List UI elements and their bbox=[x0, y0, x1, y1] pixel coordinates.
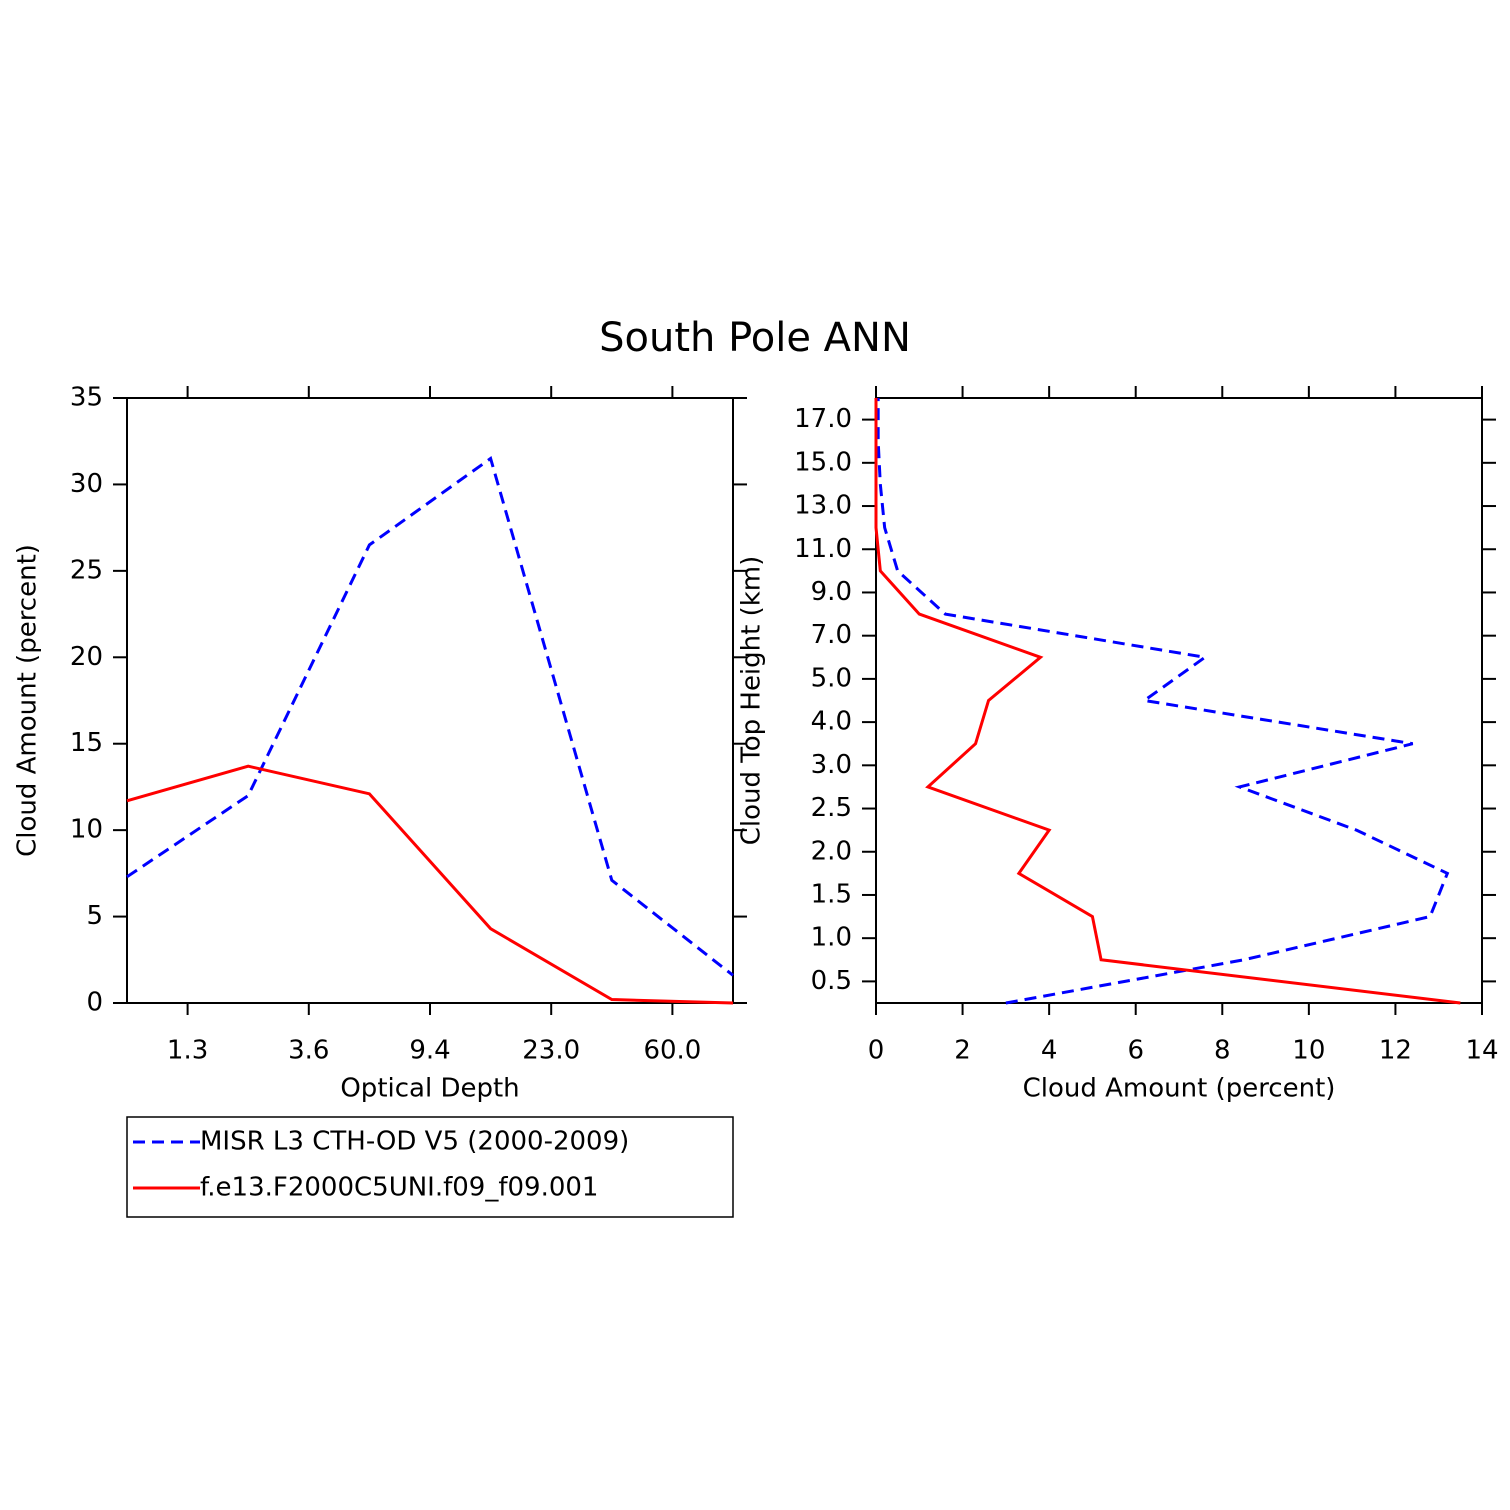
y-tick-label: 30 bbox=[70, 469, 103, 499]
x-tick-label: 60.0 bbox=[643, 1036, 701, 1066]
x-tick-label: 10 bbox=[1292, 1036, 1325, 1066]
x-tick-label: 4 bbox=[1041, 1036, 1058, 1066]
x-tick-label: 14 bbox=[1465, 1036, 1498, 1066]
series-line bbox=[876, 398, 1450, 1005]
x-axis-label: Cloud Amount (percent) bbox=[1023, 1074, 1336, 1104]
series-line bbox=[874, 398, 1461, 1005]
legend-label: MISR L3 CTH-OD V5 (2000-2009) bbox=[200, 1127, 629, 1157]
y-tick-label: 1.5 bbox=[811, 879, 852, 909]
legend-box bbox=[126, 1116, 734, 1218]
y-tick-label: 9.0 bbox=[811, 577, 852, 607]
y-tick-label: 13.0 bbox=[794, 491, 852, 521]
chart-title: South Pole ANN bbox=[599, 315, 911, 361]
y-tick-label: 7.0 bbox=[811, 620, 852, 650]
plot-frame bbox=[126, 397, 734, 1004]
x-tick-label: 2 bbox=[954, 1036, 971, 1066]
y-tick-label: 10 bbox=[70, 815, 103, 845]
series-line bbox=[126, 764, 734, 1005]
y-tick-label: 11.0 bbox=[794, 534, 852, 564]
x-tick-label: 6 bbox=[1127, 1036, 1144, 1066]
y-tick-label: 2.5 bbox=[811, 793, 852, 823]
y-tick-label: 35 bbox=[70, 383, 103, 413]
plot-frame bbox=[875, 397, 1483, 1004]
y-axis-label: Cloud Top Height (km) bbox=[737, 556, 767, 846]
x-tick-label: 23.0 bbox=[522, 1036, 580, 1066]
x-tick-label: 3.6 bbox=[288, 1036, 329, 1066]
x-tick-label: 0 bbox=[868, 1036, 885, 1066]
y-tick-label: 3.0 bbox=[811, 750, 852, 780]
y-tick-label: 25 bbox=[70, 555, 103, 585]
x-tick-label: 9.4 bbox=[409, 1036, 450, 1066]
x-tick-label: 8 bbox=[1214, 1036, 1231, 1066]
y-tick-label: 17.0 bbox=[794, 404, 852, 434]
y-tick-label: 2.0 bbox=[811, 836, 852, 866]
y-tick-label: 15.0 bbox=[794, 447, 852, 477]
y-tick-label: 5 bbox=[86, 901, 103, 931]
x-tick-label: 12 bbox=[1379, 1036, 1412, 1066]
y-tick-label: 4.0 bbox=[811, 707, 852, 737]
y-tick-label: 20 bbox=[70, 642, 103, 672]
legend-label: f.e13.F2000C5UNI.f09_f09.001 bbox=[200, 1173, 598, 1203]
y-tick-label: 5.0 bbox=[811, 663, 852, 693]
y-tick-label: 0.5 bbox=[811, 966, 852, 996]
y-axis-label: Cloud Amount (percent) bbox=[13, 544, 43, 857]
y-tick-label: 15 bbox=[70, 728, 103, 758]
x-tick-label: 1.3 bbox=[167, 1036, 208, 1066]
y-tick-label: 1.0 bbox=[811, 923, 852, 953]
x-axis-label: Optical Depth bbox=[340, 1074, 519, 1104]
series-line bbox=[126, 456, 734, 977]
y-tick-label: 0 bbox=[86, 988, 103, 1018]
